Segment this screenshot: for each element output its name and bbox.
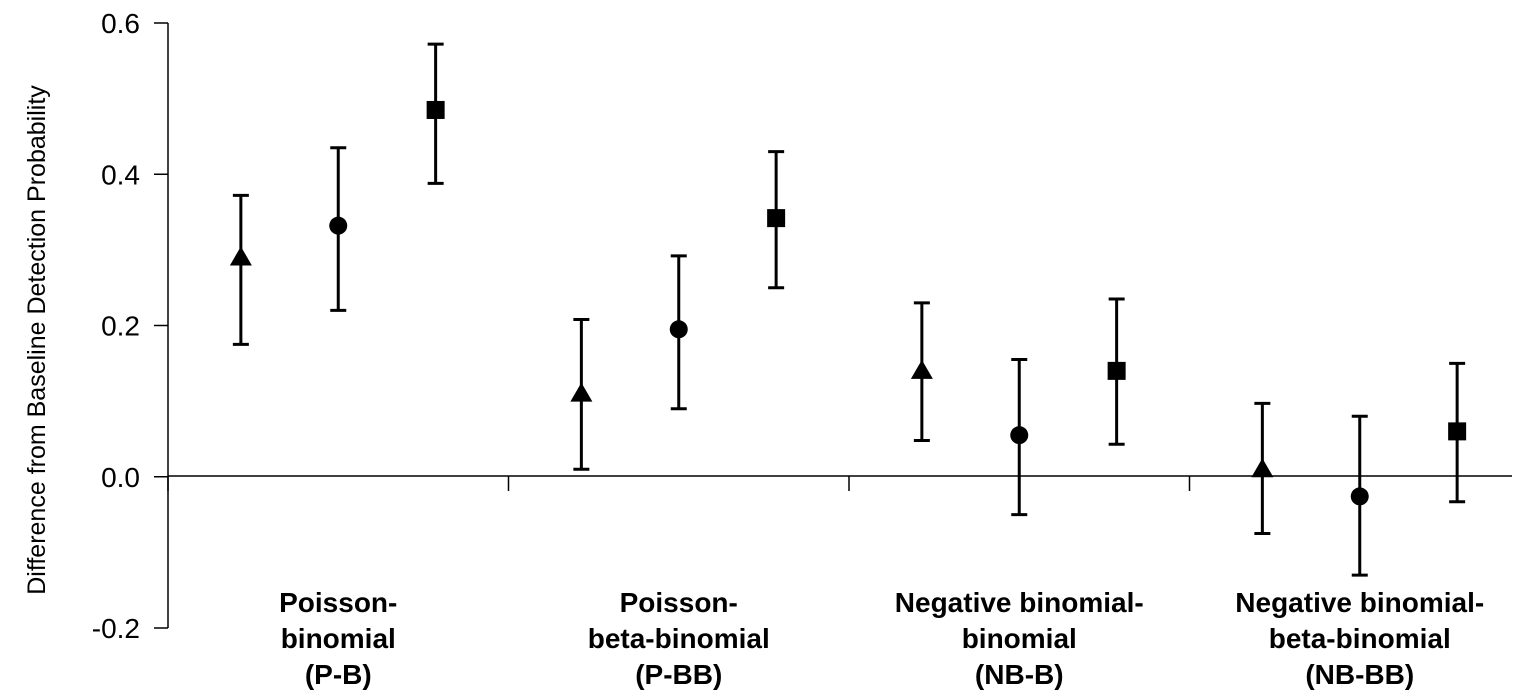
circle-marker	[1010, 426, 1029, 445]
y-tick-label: -0.2	[92, 613, 140, 644]
y-tick-label: 0.4	[101, 159, 140, 190]
data-point-circle	[329, 146, 348, 312]
category-label-line: (P-B)	[305, 659, 372, 690]
data-marks	[229, 42, 1467, 577]
circle-marker	[1350, 487, 1369, 506]
data-point-circle	[1350, 414, 1369, 577]
y-tick-label: 0.0	[101, 462, 140, 493]
triangle-marker	[1251, 458, 1274, 478]
category-label: Negative binomial-binomial (NB-B)	[895, 587, 1144, 690]
category-label-line: Poisson-	[620, 587, 738, 618]
square-marker	[426, 100, 445, 119]
category-label-line: Negative binomial-	[1235, 587, 1484, 618]
category-label-line: (P-BB)	[635, 659, 722, 690]
category-label-line: binomial	[281, 623, 396, 654]
data-point-square	[426, 42, 445, 185]
category-label-line: (NB-BB)	[1305, 659, 1414, 690]
data-point-triangle	[229, 193, 252, 346]
y-tick-label: 0.2	[101, 311, 140, 342]
category-label-line: beta-binomial	[588, 623, 770, 654]
data-point-square	[1107, 297, 1126, 446]
data-point-circle	[1010, 358, 1029, 517]
triangle-marker	[910, 359, 933, 379]
data-point-square	[1448, 361, 1467, 504]
x-axis	[167, 475, 1512, 491]
square-marker	[1107, 361, 1126, 380]
data-point-triangle	[1251, 401, 1274, 535]
data-point-square	[767, 150, 786, 290]
y-axis-title: Difference from Baseline Detection Proba…	[23, 85, 51, 595]
category-label: Poisson-beta-binomial (P-BB)	[588, 587, 770, 690]
circle-marker	[329, 216, 348, 235]
triangle-marker	[229, 246, 252, 266]
category-labels: Poisson-binomial (P-B) Poisson-beta-binomi…	[279, 587, 1484, 690]
data-point-triangle	[910, 301, 933, 442]
data-point-triangle	[570, 317, 593, 471]
category-label-line: (NB-B)	[975, 659, 1064, 690]
square-marker	[767, 209, 786, 228]
category-label: Poisson-binomial (P-B)	[279, 587, 397, 690]
circle-marker	[669, 320, 688, 339]
square-marker	[1448, 422, 1467, 441]
data-point-circle	[669, 254, 688, 411]
category-label-line: binomial	[962, 623, 1077, 654]
triangle-marker	[570, 382, 593, 402]
category-label-line: Poisson-	[279, 587, 397, 618]
y-ticks: 0.6 0.4 0.2 0.0 -0.2	[92, 8, 168, 644]
category-label-line: Negative binomial-	[895, 587, 1144, 618]
category-label: Negative binomial-beta-binomial (NB-BB)	[1235, 587, 1484, 690]
category-label-line: beta-binomial	[1269, 623, 1451, 654]
y-tick-label: 0.6	[101, 8, 140, 39]
